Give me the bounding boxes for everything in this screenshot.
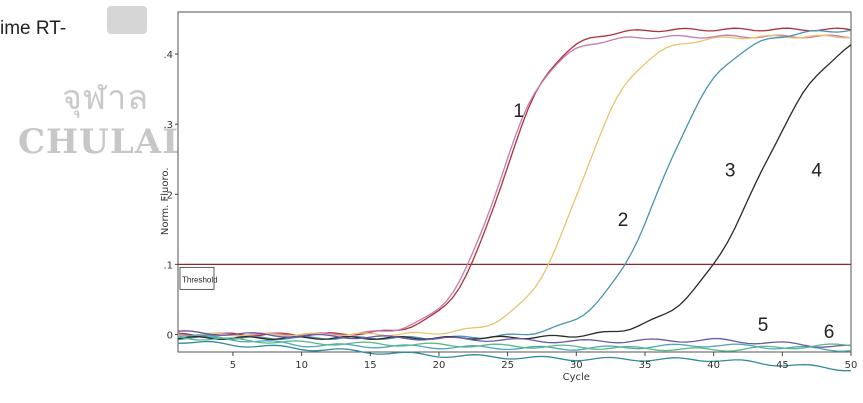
- page-caption: ime RT-: [0, 18, 67, 39]
- series-line-5: [178, 334, 852, 352]
- y-axis-ticks: 0 .1 .2 .3 .4: [163, 50, 178, 341]
- curve-label-2: 2: [618, 210, 629, 231]
- watermark-latin-text: CHULAL: [18, 122, 188, 162]
- series-line-5: [177, 330, 851, 348]
- curve-label-4: 4: [811, 161, 822, 182]
- curve-label-6: 6: [824, 322, 835, 343]
- y-tick-label: .2: [163, 190, 173, 201]
- curve-label-5: 5: [758, 315, 769, 336]
- curve-label-1: 1: [513, 101, 524, 122]
- watermark-thai-text: จุฬาล: [62, 78, 150, 118]
- y-tick-label: .4: [163, 50, 173, 61]
- series-line-3: [177, 29, 852, 341]
- x-axis-label: Cycle: [563, 372, 590, 383]
- series-line-1: [177, 27, 852, 337]
- y-tick-label: .1: [163, 260, 173, 271]
- plot-area-frame: [177, 11, 852, 353]
- x-tick-label: 10: [295, 360, 308, 371]
- x-tick-label: 40: [707, 360, 720, 371]
- x-tick-label: 5: [230, 360, 236, 371]
- x-axis-ticks: 5 10 15 20 25 30 35 40 45 50: [230, 352, 858, 371]
- x-tick-label: 45: [776, 360, 789, 371]
- series-group: [177, 27, 852, 372]
- curve-labels: 1 2 3 4 5 6: [513, 101, 834, 343]
- series-line-2: [177, 34, 852, 337]
- x-tick-label: 35: [639, 360, 652, 371]
- y-axis-label: Norm. Fluoro.: [160, 167, 171, 235]
- series-line-6: [177, 335, 852, 352]
- series-line-6: [178, 340, 852, 372]
- x-tick-label: 25: [501, 360, 514, 371]
- x-tick-label: 50: [845, 360, 858, 371]
- y-tick-label: 0: [167, 330, 173, 341]
- threshold-label: Threshold: [182, 275, 218, 284]
- x-tick-label: 20: [433, 360, 446, 371]
- threshold-group: Threshold: [178, 263, 851, 290]
- x-tick-label: 15: [364, 360, 377, 371]
- threshold-box: [179, 266, 215, 290]
- watermark-seal: [107, 6, 147, 34]
- y-tick-label: .3: [163, 120, 173, 131]
- x-tick-label: 30: [570, 360, 583, 371]
- curve-label-3: 3: [725, 161, 736, 182]
